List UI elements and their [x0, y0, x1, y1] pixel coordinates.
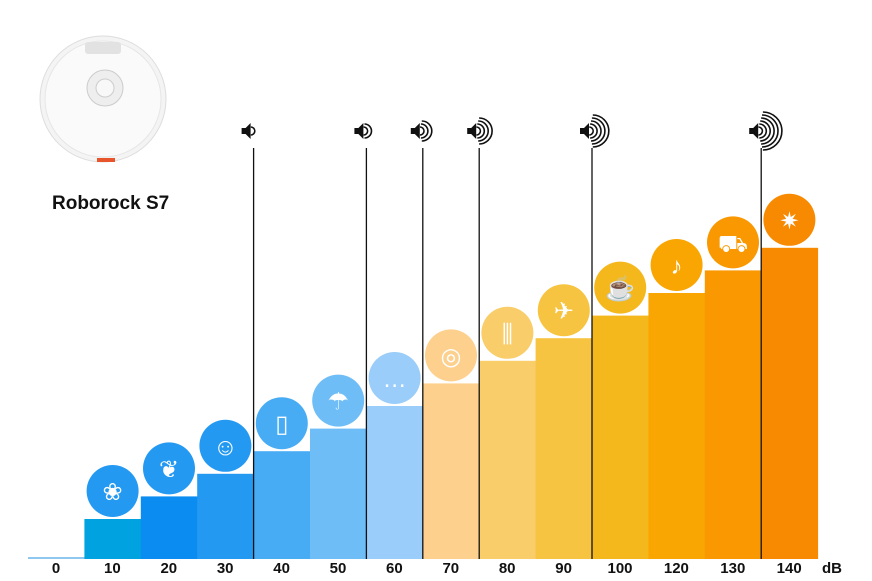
speaker-icon: [580, 114, 610, 148]
svg-text:◎: ◎: [441, 343, 462, 370]
hair-dryer-icon: ✈: [537, 284, 590, 337]
unit-label: dB: [822, 560, 842, 577]
bar-30: [197, 473, 255, 559]
bar-130: [704, 270, 762, 559]
tick-label-30: 30: [216, 560, 234, 577]
fridge-icon: ▯: [255, 397, 308, 450]
product-name: Roborock S7: [52, 193, 170, 214]
svg-text:❦: ❦: [159, 456, 179, 483]
svg-text:✈: ✈: [554, 298, 574, 325]
svg-text:♪: ♪: [671, 253, 683, 280]
tick-label-90: 90: [555, 560, 572, 577]
conversation-icon: …: [368, 352, 421, 404]
speaker-icon: [410, 120, 433, 142]
svg-text:✷: ✷: [779, 208, 799, 235]
tick-label-60: 60: [386, 560, 403, 577]
bar-40: [253, 451, 311, 559]
svg-text:⛟: ⛟: [718, 230, 748, 257]
speaker-icon: [467, 117, 493, 145]
bar-120: [648, 293, 706, 559]
tick-label-70: 70: [442, 560, 460, 577]
leaves-icon: ❦: [143, 442, 195, 495]
tick-label-40: 40: [273, 560, 290, 577]
piano-icon: ⫼: [481, 306, 534, 359]
speaker-icon: [749, 111, 783, 151]
bar-140: [761, 247, 819, 560]
tick-label-100: 100: [607, 560, 633, 577]
svg-text:…: …: [383, 366, 407, 393]
fireworks-icon: ✷: [763, 193, 816, 246]
svg-text:☂: ☂: [327, 389, 349, 416]
svg-text:☕: ☕: [605, 274, 635, 303]
svg-text:☺: ☺: [213, 434, 238, 461]
bar-0: [28, 557, 85, 559]
tick-label-120: 120: [663, 560, 689, 577]
svg-text:❀: ❀: [103, 479, 123, 506]
bar-20: [140, 496, 198, 559]
washing-machine-icon: ◎: [425, 329, 477, 382]
bar-10: [84, 519, 142, 559]
bar-80: [479, 360, 537, 559]
bar-100: [592, 315, 649, 559]
tick-label-0: 0: [51, 560, 61, 577]
lungs-icon: ❀: [86, 465, 139, 517]
police-car-icon: ⛟: [707, 216, 759, 269]
bar-70: [422, 383, 480, 559]
bar-60: [366, 406, 424, 559]
bar-50: [310, 428, 367, 559]
tick-label-140: 140: [776, 560, 802, 577]
rain-icon: ☂: [312, 374, 365, 427]
tick-label-50: 50: [329, 560, 347, 577]
coffee-machine-icon: ☕: [594, 261, 647, 314]
tick-label-130: 130: [720, 560, 746, 577]
speaker-icon: [354, 123, 373, 139]
svg-text:▯: ▯: [275, 411, 288, 438]
tick-label-20: 20: [160, 560, 178, 577]
speaker-icon: [241, 123, 256, 139]
robot-vacuum-image: [39, 35, 167, 163]
tick-label-80: 80: [498, 560, 516, 577]
trombone-icon: ♪: [650, 239, 703, 291]
bar-90: [535, 338, 593, 559]
svg-text:⫼: ⫼: [502, 321, 513, 348]
whisper-icon: ☺: [199, 419, 252, 472]
tick-label-10: 10: [104, 560, 121, 577]
